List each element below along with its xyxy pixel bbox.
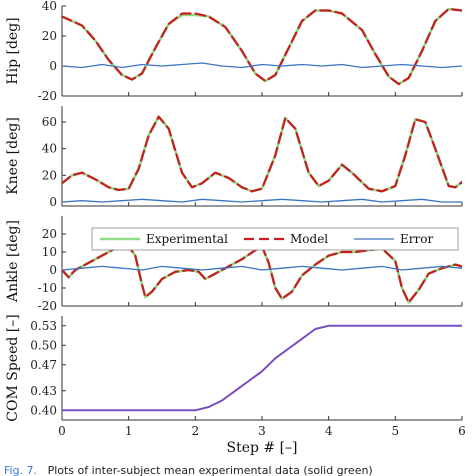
caption-text: Plots of inter-subject mean experimental…: [47, 464, 373, 476]
caption-label: Fig. 7.: [4, 464, 38, 476]
y-tick-label: 40: [42, 0, 57, 13]
series-line-error: [62, 62, 462, 69]
series-line-experimental: [62, 115, 462, 193]
y-tick-label: -20: [38, 89, 57, 103]
y-tick-label: -10: [38, 281, 57, 295]
legend-entry-experimental: Experimental: [146, 232, 228, 246]
plot-area: [62, 7, 462, 86]
series-line-model: [62, 7, 462, 86]
y-tick-label: 0.53: [30, 319, 57, 333]
x-axis-label: Step # [–]: [226, 440, 297, 456]
x-tick-label: 0: [58, 424, 66, 438]
caption: Fig. 7. Plots of inter-subject mean expe…: [4, 464, 474, 476]
series-line-com-speed: [62, 324, 462, 412]
x-tick-label: 5: [392, 424, 400, 438]
x-tick-label: 6: [458, 424, 466, 438]
y-tick-label: 0.40: [30, 403, 57, 417]
series-line-model: [62, 245, 462, 304]
series-line-error: [62, 198, 462, 203]
series-line-experimental: [62, 245, 462, 304]
x-tick-label: 1: [125, 424, 133, 438]
x-tick-label: 3: [258, 424, 266, 438]
panel-4: 0.40 0.43 0.47 0.50 0.53 0 1 2 3 4 5 6 COM Speed [–]…: [5, 314, 466, 456]
x-tick-label: 4: [325, 424, 333, 438]
plot-area: [62, 245, 462, 304]
plot-area: [62, 324, 462, 412]
series-line-experimental: [62, 7, 462, 86]
y-tick-label: 20: [42, 168, 57, 182]
y-axis-label: Ankle [deg]: [5, 220, 21, 303]
legend-entry-model: Model: [290, 232, 328, 246]
plot-area: [62, 115, 462, 203]
y-tick-label: 60: [42, 115, 57, 129]
y-axis-label: COM Speed [–]: [5, 314, 21, 421]
y-tick-label: 0.47: [30, 358, 57, 372]
x-tick-label: 2: [192, 424, 200, 438]
panel-1: -20 0 20 40 Hip [deg]: [5, 0, 463, 103]
series-line-error: [62, 265, 462, 271]
legend-entry-error: Error: [400, 232, 433, 246]
y-tick-label: 40: [42, 142, 57, 156]
y-axis-label: Knee [deg]: [5, 117, 21, 195]
y-tick-label: 0: [49, 263, 57, 277]
y-axis-label: Hip [deg]: [5, 17, 21, 84]
y-tick-label: -20: [38, 299, 57, 313]
y-tick-label: 20: [42, 227, 57, 241]
y-tick-label: 20: [42, 29, 57, 43]
y-tick-label: 0.43: [30, 384, 57, 398]
y-tick-label: 0: [49, 59, 57, 73]
y-tick-label: 10: [42, 245, 57, 259]
legend: Experimental Model Error: [91, 227, 459, 251]
panel-2: 0 20 40 60 Knee [deg]: [5, 106, 463, 209]
y-tick-label: 0.50: [30, 338, 57, 352]
y-tick-label: 0: [49, 195, 57, 209]
series-line-model: [62, 115, 462, 193]
